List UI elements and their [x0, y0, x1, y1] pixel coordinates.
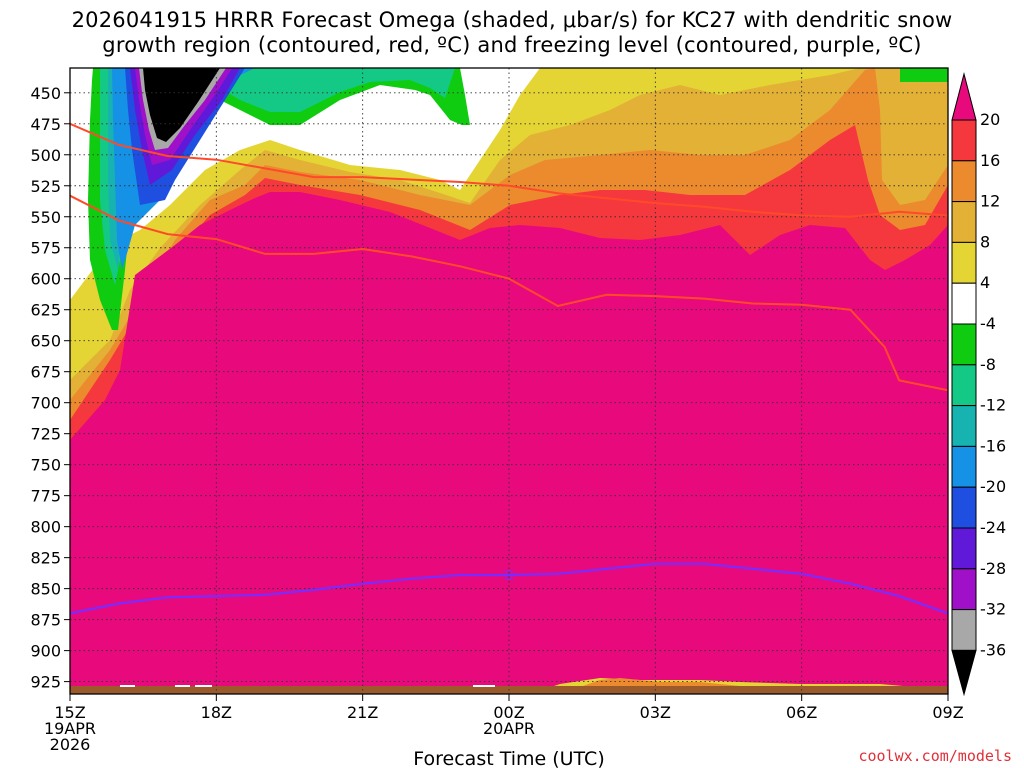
colorbar-bin-4to8: [951, 241, 977, 284]
colorbar-bin-12to16: [951, 160, 977, 203]
colorbar-label-4: 4: [980, 273, 990, 292]
x-tick-label-15Z-0: 15Z: [54, 703, 85, 722]
colorbar-label--4: -4: [980, 314, 996, 333]
colorbar: 20 16 12 8 4 -4 -8 -12 -16 -20 -24 -28 -32 -36: [951, 72, 1006, 697]
x-tick-label-15Z-1: 19APR: [44, 719, 96, 738]
colorbar-label-12: 12: [980, 192, 1000, 211]
grid-lines: [70, 68, 948, 694]
colorbar-bin--36to-32: [951, 609, 977, 651]
colorbar-label--36: -36: [980, 640, 1006, 659]
y-tick-label-750: 750: [30, 456, 61, 475]
colorbar-label--8: -8: [980, 355, 996, 374]
y-tick-label-650: 650: [30, 332, 61, 351]
y-tick-label-625: 625: [30, 301, 61, 320]
colorbar-bin--28to-24: [951, 527, 977, 570]
colorbar-label--12: -12: [980, 396, 1006, 415]
colorbar-max-arrow: [951, 72, 977, 121]
x-tick-label-21Z-0: 21Z: [347, 703, 378, 722]
black-region: [143, 68, 220, 142]
colorbar-bin--12to-8: [951, 364, 977, 407]
colorbar-label--16: -16: [980, 436, 1006, 455]
y-tick-label-525: 525: [30, 177, 61, 196]
x-tick-label-15Z-2: 2026: [50, 735, 91, 754]
y-axis: 450 475 500 525 550 575 600 625 650 675 700 725 750 7…: [30, 84, 70, 692]
colorbar-bin--8to-4: [951, 323, 977, 366]
y-tick-label-900: 900: [30, 642, 61, 661]
chart-title-line-2: growth region (contoured, red, ºC) and f…: [102, 33, 922, 57]
terrain-gap-0: [120, 685, 135, 687]
y-tick-label-825: 825: [30, 549, 61, 568]
colorbar-label--24: -24: [980, 518, 1006, 537]
y-tick-label-475: 475: [30, 115, 61, 134]
dgz-lower-contour: [70, 194, 948, 392]
y-tick-label-725: 725: [30, 425, 61, 444]
chart-title-line-1: 2026041915 HRRR Forecast Omega (shaded, …: [71, 8, 953, 32]
x-tick-label-09Z-0: 09Z: [932, 703, 963, 722]
terrain-gap-2: [195, 685, 212, 687]
x-axis-title: Forecast Time (UTC): [413, 748, 604, 768]
y-tick-label-700: 700: [30, 394, 61, 413]
y-tick-label-800: 800: [30, 518, 61, 537]
credit-text: coolwx.com/models: [858, 747, 1012, 765]
dgz-upper-contour: [70, 122, 948, 218]
colorbar-bin--16to-12: [951, 405, 977, 447]
y-tick-label-575: 575: [30, 239, 61, 258]
x-tick-label-00Z-0: 00Z: [493, 703, 524, 722]
x-tick-label-03Z-0: 03Z: [640, 703, 671, 722]
green-right-patch: [900, 68, 948, 82]
freezing-level-label-marker: [505, 570, 513, 580]
y-tick-label-450: 450: [30, 84, 61, 103]
colorbar-bin--4to4: [951, 282, 977, 325]
colorbar-min-arrow: [951, 649, 977, 697]
x-tick-label-06Z-0: 06Z: [786, 703, 817, 722]
colorbar-label--28: -28: [980, 559, 1006, 578]
y-tick-label-550: 550: [30, 208, 61, 227]
freezing-level-contour: [70, 562, 948, 615]
colorbar-label--32: -32: [980, 600, 1006, 619]
y-tick-label-850: 850: [30, 580, 61, 599]
contours: [70, 122, 948, 615]
colorbar-bin--20to-16: [951, 445, 977, 488]
y-tick-label-675: 675: [30, 363, 61, 382]
x-tick-label-18Z-0: 18Z: [201, 703, 232, 722]
x-tick-label-00Z-1: 20APR: [483, 719, 535, 738]
terrain-gap-1: [175, 685, 190, 687]
colorbar-bin--24to-20: [951, 486, 977, 529]
y-tick-label-500: 500: [30, 146, 61, 165]
y-tick-label-775: 775: [30, 487, 61, 506]
colorbar-bin--32to-28: [951, 568, 977, 611]
y-tick-label-600: 600: [30, 270, 61, 289]
plot-area: [69, 67, 949, 695]
colorbar-label-20: 20: [980, 110, 1000, 129]
colorbar-bin-8to12: [951, 201, 977, 243]
colorbar-label-16: 16: [980, 151, 1000, 170]
y-tick-label-875: 875: [30, 611, 61, 630]
terrain-gap-3: [473, 685, 495, 687]
y-tick-label-925: 925: [30, 673, 61, 692]
colorbar-bin-16to20: [951, 119, 977, 162]
colorbar-label--20: -20: [980, 477, 1006, 496]
colorbar-label-8: 8: [980, 232, 990, 251]
